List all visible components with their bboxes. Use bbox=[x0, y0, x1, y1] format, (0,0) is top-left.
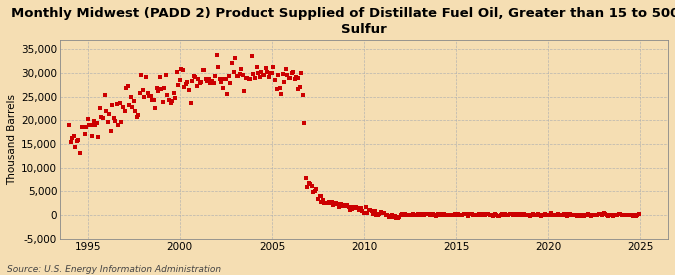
Text: Source: U.S. Energy Information Administration: Source: U.S. Energy Information Administ… bbox=[7, 265, 221, 274]
Y-axis label: Thousand Barrels: Thousand Barrels bbox=[7, 94, 17, 185]
Title: Monthly Midwest (PADD 2) Product Supplied of Distillate Fuel Oil, Greater than 1: Monthly Midwest (PADD 2) Product Supplie… bbox=[11, 7, 675, 36]
